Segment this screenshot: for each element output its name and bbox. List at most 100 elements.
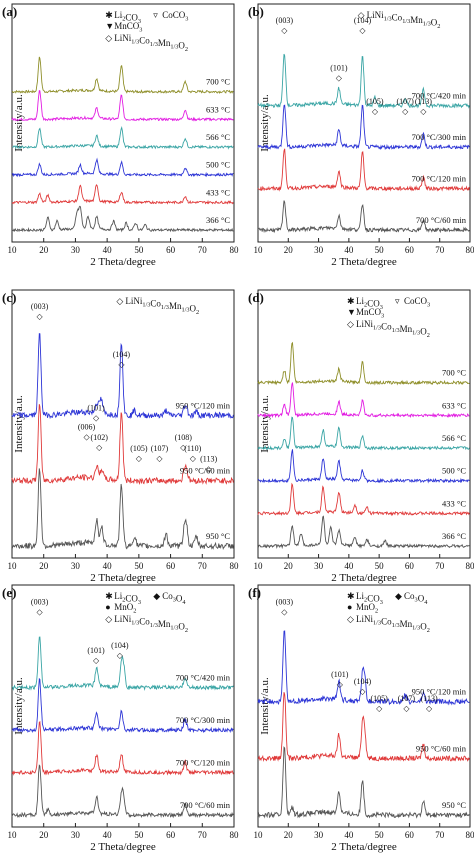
x-tick-label: 50 [375, 245, 385, 255]
legend-marker: ◇ [105, 614, 112, 624]
x-tick-label: 30 [71, 830, 81, 840]
legend-marker: ● [105, 602, 110, 612]
panel-label: (d) [248, 290, 264, 305]
legend-marker: ◇ [358, 10, 365, 20]
x-tick-label: 70 [198, 245, 208, 255]
series-line [11, 333, 234, 420]
series-line [257, 104, 470, 151]
series-label: 700 °C/120 min [176, 758, 231, 768]
legend-entry: LiNi1/3Co1/3Mn1/3O2 [367, 10, 441, 30]
x-tick-label: 70 [198, 561, 208, 571]
series-label: 633 °C [206, 104, 230, 114]
legend-marker: ✱ [105, 591, 113, 601]
y-axis-label: Intensity/a.u. [13, 94, 25, 152]
x-tick-label: 50 [134, 561, 144, 571]
x-tick-label: 60 [405, 830, 415, 840]
legend-marker: ▿ [153, 10, 158, 20]
series-label: 700 °C/300 min [176, 715, 231, 725]
series-label: 566 °C [206, 132, 230, 142]
x-tick-label: 80 [466, 561, 474, 571]
x-tick-label: 20 [39, 245, 49, 255]
peak-marker: ◇ [117, 651, 124, 660]
legend-entry: MnO2 [114, 602, 136, 615]
peak-label: (113) [415, 97, 432, 106]
peak-label: (105) [370, 694, 388, 703]
series-line [11, 468, 234, 550]
legend-entry: LiNi1/3Co1/3Mn1/3O2 [125, 296, 199, 316]
legend-marker: ◆ [153, 591, 160, 601]
peak-marker: ◇ [93, 656, 100, 665]
plot-frame [257, 289, 471, 559]
series-line [11, 184, 234, 205]
series-label: 700 °C/420 min [176, 673, 231, 683]
peak-label: (113) [421, 694, 438, 703]
peak-label: (107) [398, 694, 416, 703]
panel-1: 10 20 30 40 50 60 70 80 2 Theta/degree Intensity/… [248, 3, 474, 268]
peak-marker: ◇ [372, 107, 379, 116]
peak-label: (003) [276, 597, 294, 606]
x-tick-label: 20 [284, 245, 294, 255]
x-axis-label: 2 Theta/degree [90, 572, 156, 584]
peak-label: (107) [151, 444, 169, 453]
legend-marker: ◇ [116, 296, 123, 306]
peak-marker: ◇ [359, 26, 366, 35]
peak-label: (006) [78, 422, 96, 431]
y-axis-label: Intensity/a.u. [259, 395, 271, 453]
x-tick-label: 70 [435, 561, 445, 571]
series-label: 700 °C/60 min [416, 215, 467, 225]
peak-label: (105) [130, 444, 148, 453]
series-line [257, 449, 470, 484]
x-tick-label: 10 [8, 561, 18, 571]
legend-marker: ◇ [105, 33, 112, 43]
y-axis-label: Intensity/a.u. [13, 677, 25, 735]
series-line [11, 126, 234, 150]
legend-entry: Li2CO3 [114, 591, 141, 606]
series-line [257, 692, 470, 763]
x-tick-label: 80 [230, 830, 240, 840]
series-line [257, 482, 470, 517]
legend-entry: Li2CO3 [356, 591, 383, 606]
plot-frame [11, 289, 235, 559]
peak-marker: ◇ [336, 74, 343, 83]
legend-marker: ▼ [105, 21, 114, 31]
series-line [257, 341, 470, 386]
peak-marker: ◇ [37, 607, 44, 616]
x-tick-label: 50 [134, 245, 144, 255]
panel-0: 10 20 30 40 50 60 70 80 2 Theta/degree Intensity/… [2, 3, 239, 268]
peak-marker: ◇ [190, 454, 197, 463]
series-label: 700 °C [206, 77, 230, 87]
legend-marker: ◆ [395, 591, 402, 601]
x-tick-label: 80 [466, 830, 474, 840]
peak-label: (113) [200, 455, 217, 464]
x-tick-label: 40 [344, 245, 354, 255]
x-tick-label: 10 [254, 830, 264, 840]
series-label: 433 °C [442, 498, 466, 508]
peak-label: (003) [31, 302, 49, 311]
x-tick-label: 30 [314, 245, 324, 255]
series-line [257, 382, 470, 419]
x-tick-label: 40 [103, 245, 113, 255]
x-tick-label: 30 [314, 561, 324, 571]
plot-frame [257, 584, 471, 828]
panel-5: 10 20 30 40 50 60 70 80 2 Theta/degree Intensity/… [248, 584, 474, 853]
peak-marker: ◇ [281, 26, 288, 35]
legend-entry: CoCO3 [162, 10, 188, 23]
peak-label: (101) [87, 646, 105, 655]
series-line [257, 515, 470, 550]
peak-marker: ◇ [420, 107, 427, 116]
series-label: 700 °C/60 min [180, 800, 231, 810]
series-line [11, 205, 234, 233]
x-tick-label: 40 [344, 561, 354, 571]
plot-frame [11, 584, 235, 828]
series-label: 633 °C [442, 400, 466, 410]
series-label: 566 °C [442, 433, 466, 443]
x-tick-label: 10 [8, 830, 18, 840]
series-label: 700 °C/420 min [412, 91, 467, 101]
legend-entry: MnO2 [356, 602, 378, 615]
peak-label: (104) [354, 16, 372, 25]
x-tick-label: 50 [375, 561, 385, 571]
peak-label: (108) [175, 433, 193, 442]
peak-marker: ◇ [337, 680, 344, 689]
series-line [11, 720, 234, 776]
series-label: 950 °C [206, 531, 230, 541]
